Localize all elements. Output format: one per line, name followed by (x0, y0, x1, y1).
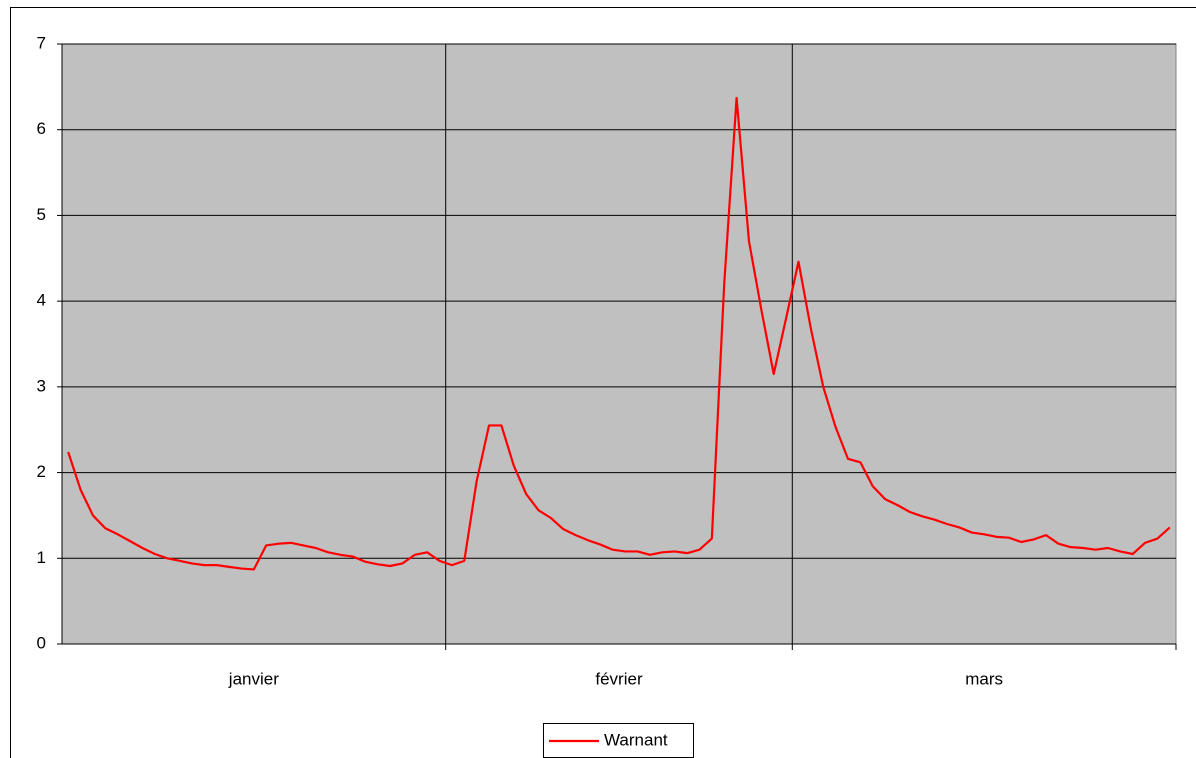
y-tick-label: 2 (37, 462, 46, 481)
x-tick-label: janvier (228, 669, 279, 688)
y-tick-label: 7 (37, 33, 46, 52)
plot-background (61, 43, 1177, 645)
y-tick-label: 5 (37, 205, 46, 224)
y-tick-label: 0 (37, 633, 46, 652)
y-tick-label: 3 (37, 376, 46, 395)
data-line (67, 96, 1171, 571)
legend-label: Warnant (604, 730, 668, 749)
y-tick-label: 6 (37, 119, 46, 138)
y-tick-label: 4 (37, 291, 46, 310)
x-tick-label: février (595, 669, 643, 688)
x-tick-label: mars (965, 669, 1003, 688)
y-tick-label: 1 (37, 548, 46, 567)
